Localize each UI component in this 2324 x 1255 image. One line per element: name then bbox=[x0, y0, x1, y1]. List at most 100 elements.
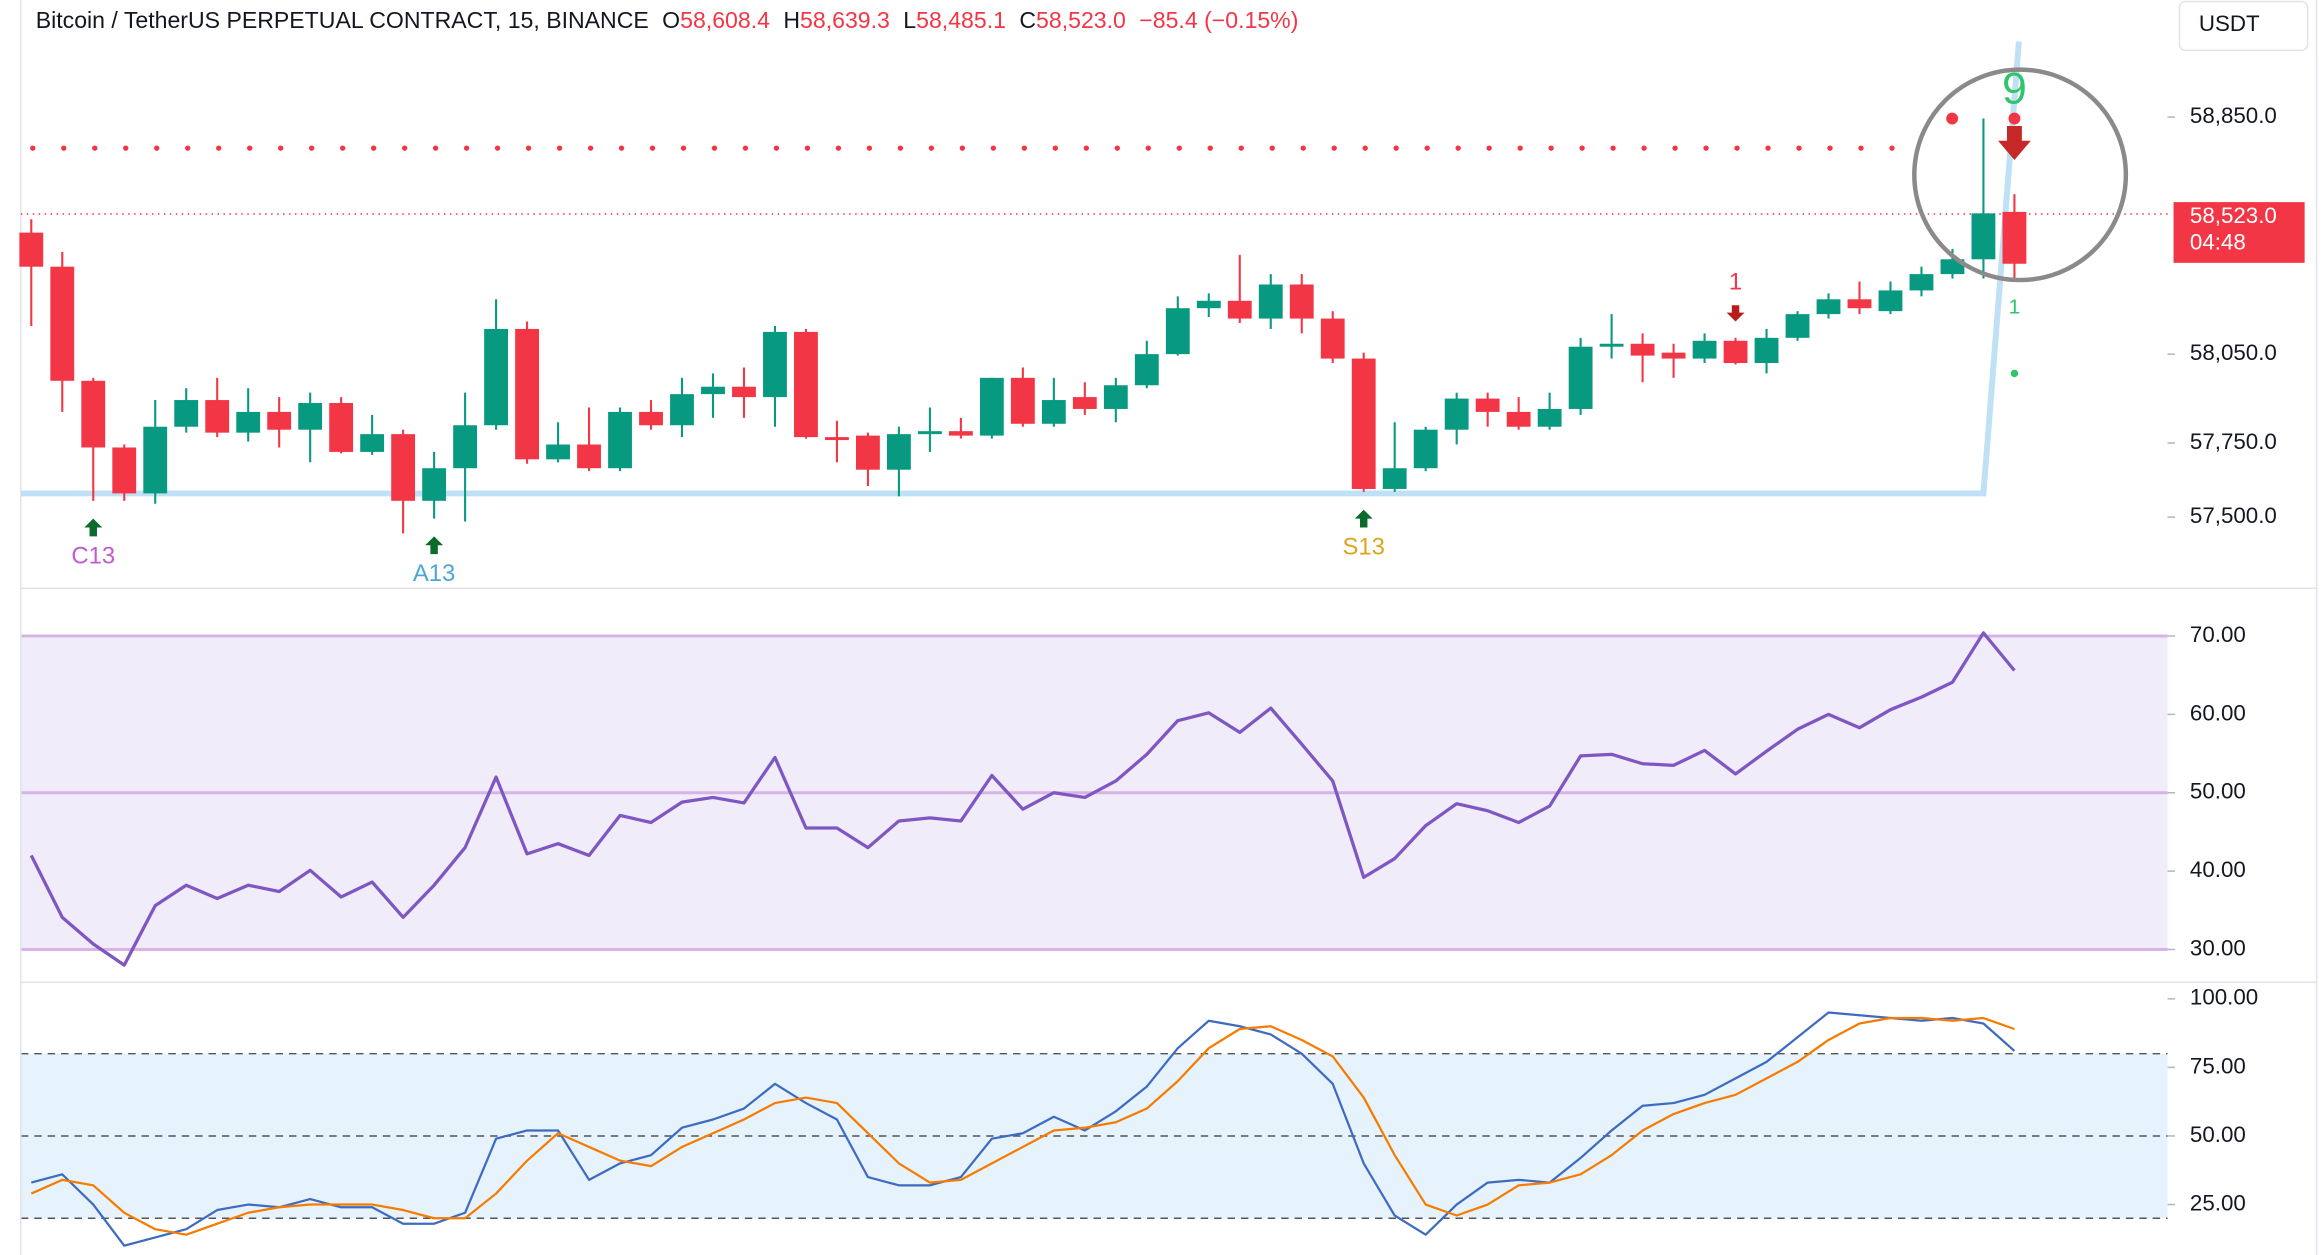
last-price-label: 58,523.0 bbox=[2190, 203, 2277, 228]
resistance-dot bbox=[990, 145, 997, 151]
resistance-dot bbox=[370, 145, 377, 151]
candle-body bbox=[1878, 290, 1903, 312]
candle-body bbox=[1351, 358, 1376, 489]
candle-body bbox=[1909, 274, 1934, 291]
resistance-dot bbox=[216, 145, 222, 151]
resistance-dot bbox=[1517, 145, 1523, 151]
high-dot bbox=[1946, 112, 1959, 125]
candle-body bbox=[174, 400, 199, 427]
candle-body bbox=[1444, 398, 1469, 430]
candle-body bbox=[608, 411, 632, 469]
candle-body bbox=[360, 434, 385, 452]
y-tick-label: 57,750.0 bbox=[2190, 429, 2277, 454]
candle-body bbox=[577, 444, 601, 469]
resistance-dot bbox=[959, 145, 966, 151]
candle-body bbox=[1723, 340, 1748, 364]
resistance-dot bbox=[123, 145, 129, 151]
annotation-label: S13 bbox=[1343, 534, 1385, 561]
candle-body bbox=[1165, 308, 1190, 355]
resistance-dot bbox=[1207, 145, 1213, 151]
candle-body bbox=[391, 434, 416, 501]
candle-body bbox=[236, 411, 261, 433]
candle-body bbox=[856, 435, 880, 470]
candle-body bbox=[1041, 400, 1066, 424]
annotation-label: 1 bbox=[2009, 296, 2021, 319]
candle-body bbox=[1754, 337, 1779, 364]
candle-body bbox=[1320, 318, 1345, 359]
candle-body bbox=[1971, 213, 1996, 260]
candle-body bbox=[1072, 397, 1097, 409]
candle-body bbox=[1537, 408, 1562, 427]
resistance-dot bbox=[30, 145, 36, 151]
resistance-dot bbox=[1331, 145, 1337, 151]
y-tick-label: 75.00 bbox=[2190, 1053, 2246, 1078]
resistance-dot bbox=[401, 145, 408, 151]
resistance-dot bbox=[1889, 145, 1895, 151]
symbol-title: Bitcoin / TetherUS PERPETUAL CONTRACT, 1… bbox=[36, 7, 649, 33]
resistance-dot bbox=[1796, 145, 1802, 151]
buy-arrow bbox=[425, 536, 444, 555]
resistance-dot bbox=[587, 145, 594, 151]
resistance-dot bbox=[1238, 145, 1244, 151]
annotation-label: C13 bbox=[71, 542, 115, 569]
candle-body bbox=[81, 380, 106, 448]
candle-body bbox=[329, 403, 354, 452]
candle-body bbox=[422, 468, 447, 501]
candle-body bbox=[1661, 352, 1686, 359]
candle-body bbox=[515, 328, 539, 460]
candle-body bbox=[1382, 468, 1407, 489]
candle-body bbox=[1785, 314, 1810, 338]
resistance-dot bbox=[1765, 145, 1771, 151]
resistance-dot bbox=[1548, 145, 1554, 151]
resistance-dot bbox=[92, 145, 98, 151]
candle-body bbox=[639, 411, 663, 426]
y-tick-label: 25.00 bbox=[2190, 1190, 2246, 1215]
sell-arrow bbox=[1726, 305, 1745, 322]
candle-body bbox=[1599, 343, 1624, 347]
resistance-dot bbox=[711, 145, 718, 151]
annotation-label: 9 bbox=[2002, 65, 2027, 114]
resistance-dot bbox=[928, 145, 935, 151]
candle-body bbox=[1196, 300, 1221, 309]
ohlc-key: H bbox=[783, 7, 800, 33]
support-trendline bbox=[20, 41, 2022, 497]
currency-button[interactable] bbox=[2178, 0, 2309, 52]
resistance-dot bbox=[1455, 145, 1461, 151]
currency-label: USDT bbox=[2199, 11, 2260, 36]
candle-body bbox=[112, 447, 137, 494]
resistance-dot bbox=[742, 145, 749, 151]
ohlc-value: 58,608.4 bbox=[680, 7, 770, 33]
resistance-dot bbox=[804, 145, 811, 151]
candle-body bbox=[484, 328, 509, 426]
resistance-dot bbox=[1703, 145, 1709, 151]
signal-dot bbox=[2008, 112, 2021, 125]
candle-body bbox=[1258, 284, 1283, 319]
resistance-dot bbox=[1579, 145, 1585, 151]
y-tick-label: 58,050.0 bbox=[2190, 340, 2277, 365]
candle-body bbox=[886, 434, 911, 470]
ohlc-value: 58,485.1 bbox=[916, 7, 1006, 33]
resistance-dot bbox=[1641, 145, 1647, 151]
y-tick-label: 58,850.0 bbox=[2190, 103, 2277, 128]
resistance-dot bbox=[277, 145, 284, 151]
resistance-dot bbox=[339, 145, 346, 151]
ohlc-value: 58,523.0 bbox=[1036, 7, 1126, 33]
candle-body bbox=[1692, 340, 1717, 359]
candle-body bbox=[453, 425, 478, 469]
resistance-dot bbox=[556, 145, 563, 151]
resistance-dot bbox=[1083, 145, 1090, 151]
resistance-dot bbox=[1269, 145, 1275, 151]
resistance-dot bbox=[1424, 145, 1430, 151]
y-tick-label: 60.00 bbox=[2190, 700, 2246, 725]
resistance-dot bbox=[1858, 145, 1864, 151]
y-tick-label: 57,500.0 bbox=[2190, 503, 2277, 528]
indicator-line bbox=[30, 1016, 2015, 1236]
annotation-label: A13 bbox=[413, 560, 455, 587]
candle-body bbox=[1847, 299, 1872, 309]
resistance-dot bbox=[494, 145, 501, 151]
candle-body bbox=[1475, 398, 1500, 412]
candle-body bbox=[794, 331, 818, 438]
resistance-dot bbox=[432, 145, 439, 151]
candle-body bbox=[1506, 411, 1531, 427]
